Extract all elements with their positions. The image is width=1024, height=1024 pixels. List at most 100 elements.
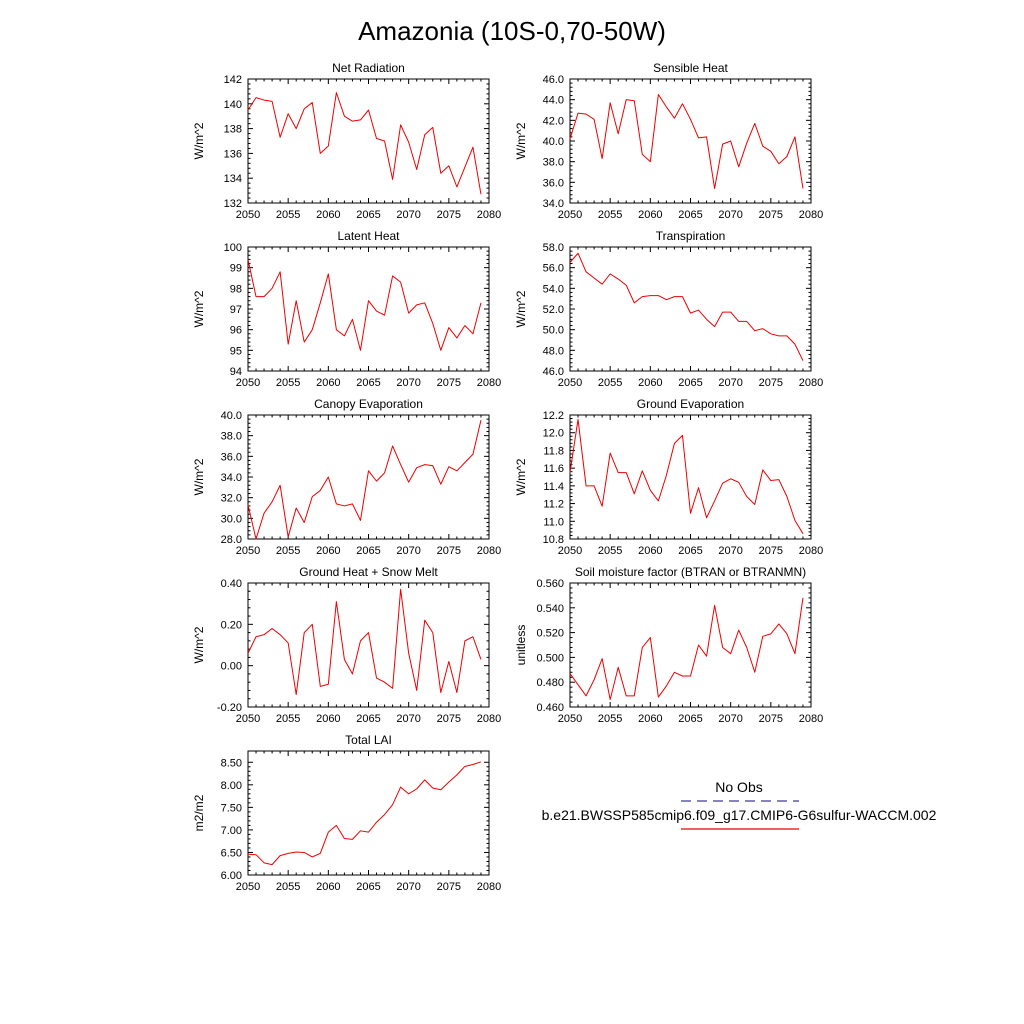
sensible-heat-x-tick-label: 2055 <box>598 209 622 221</box>
canopy-evaporation-panel: 2050 2055 2060 2065 2070 2075 2080 28.0 30.0 32.0… <box>192 397 501 557</box>
ground-evaporation-x-tick-label: 2080 <box>799 545 823 557</box>
total-lai-x-tick-label: 2070 <box>396 881 420 893</box>
soil-moisture-factor-btran-or-btranmn-series-line <box>569 597 804 701</box>
canopy-evaporation-y-tick-label: 28.0 <box>221 534 242 546</box>
sensible-heat-title: Sensible Heat <box>653 61 728 75</box>
canopy-evaporation-plot-frame <box>247 414 490 540</box>
transpiration-x-tick-label: 2075 <box>759 377 783 389</box>
transpiration-y-tick-label: 54.0 <box>543 283 564 295</box>
soil-moisture-factor-btran-or-btranmn-y-tick-label: 0.460 <box>536 702 564 714</box>
ground-evaporation-panel: 2050 2055 2060 2065 2070 2075 2080 10.8 11.0 11.2… <box>514 397 823 557</box>
sensible-heat-x-tick-label: 2050 <box>558 209 582 221</box>
transpiration-x-tick-label: 2050 <box>558 377 582 389</box>
net-radiation-y-tick-label: 142 <box>224 74 242 86</box>
ground-heat-snow-melt-y-tick-label: 0.40 <box>221 578 242 590</box>
net-radiation-panel: 2050 2055 2060 2065 2070 2075 2080 132 134 136 138… <box>192 61 501 221</box>
net-radiation-title: Net Radiation <box>332 61 405 75</box>
transpiration-x-tick-label: 2070 <box>718 377 742 389</box>
net-radiation-y-tick-label: 132 <box>224 198 242 210</box>
ground-heat-snow-melt-x-tick-label: 2065 <box>356 713 380 725</box>
ground-evaporation-y-tick-label: 12.0 <box>543 428 564 440</box>
net-radiation-x-tick-label: 2075 <box>437 209 461 221</box>
transpiration-x-tick-label: 2055 <box>598 377 622 389</box>
legend: No Obs b.e21.BWSSP585cmip6.f09_g17.CMIP6… <box>542 779 937 830</box>
ground-heat-snow-melt-x-tick-label: 2070 <box>396 713 420 725</box>
ground-heat-snow-melt-y-axis-label: W/m^2 <box>192 626 206 663</box>
transpiration-y-tick-label: 58.0 <box>543 242 564 254</box>
soil-moisture-factor-btran-or-btranmn-x-tick-label: 2075 <box>759 713 783 725</box>
page-title: Amazonia (10S-0,70-50W) <box>358 16 666 46</box>
ground-evaporation-title: Ground Evaporation <box>637 397 744 411</box>
transpiration-y-tick-label: 46.0 <box>543 366 564 378</box>
latent-heat-x-tick-label: 2050 <box>236 377 260 389</box>
canopy-evaporation-x-tick-label: 2065 <box>356 545 380 557</box>
ground-heat-snow-melt-x-tick-label: 2060 <box>316 713 340 725</box>
total-lai-y-tick-label: 8.50 <box>221 757 242 769</box>
ground-evaporation-y-tick-label: 11.2 <box>543 499 564 511</box>
canopy-evaporation-x-tick-label: 2060 <box>316 545 340 557</box>
canopy-evaporation-x-tick-label: 2075 <box>437 545 461 557</box>
ground-evaporation-y-tick-label: 11.0 <box>543 516 564 528</box>
total-lai-x-tick-label: 2060 <box>316 881 340 893</box>
sensible-heat-y-tick-label: 34.0 <box>543 198 564 210</box>
transpiration-y-tick-label: 50.0 <box>543 325 564 337</box>
canopy-evaporation-x-tick-label: 2055 <box>276 545 300 557</box>
ground-heat-snow-melt-x-tick-label: 2080 <box>477 713 501 725</box>
latent-heat-y-tick-label: 97 <box>230 304 242 316</box>
transpiration-y-axis-label: W/m^2 <box>514 290 528 327</box>
net-radiation-y-tick-label: 134 <box>224 173 242 185</box>
transpiration-series-line <box>569 252 804 361</box>
canopy-evaporation-y-tick-label: 40.0 <box>221 410 242 422</box>
sensible-heat-y-tick-label: 38.0 <box>543 157 564 169</box>
transpiration-panel: 2050 2055 2060 2065 2070 2075 2080 46.0 48.0 50.0… <box>514 229 823 389</box>
canopy-evaporation-y-tick-label: 38.0 <box>221 431 242 443</box>
ground-heat-snow-melt-plot-frame <box>247 582 490 708</box>
ground-evaporation-x-tick-label: 2050 <box>558 545 582 557</box>
canopy-evaporation-y-tick-label: 34.0 <box>221 472 242 484</box>
sensible-heat-x-tick-label: 2080 <box>799 209 823 221</box>
soil-moisture-factor-btran-or-btranmn-y-axis-label: unitless <box>514 625 528 666</box>
net-radiation-x-tick-label: 2065 <box>356 209 380 221</box>
sensible-heat-x-tick-label: 2075 <box>759 209 783 221</box>
ground-evaporation-x-tick-label: 2065 <box>678 545 702 557</box>
canopy-evaporation-series-line <box>247 420 482 540</box>
latent-heat-x-tick-label: 2075 <box>437 377 461 389</box>
net-radiation-x-tick-label: 2055 <box>276 209 300 221</box>
net-radiation-x-tick-label: 2060 <box>316 209 340 221</box>
canopy-evaporation-x-tick-label: 2080 <box>477 545 501 557</box>
latent-heat-y-tick-label: 96 <box>230 325 242 337</box>
net-radiation-y-tick-label: 138 <box>224 124 242 136</box>
ground-evaporation-series-line <box>569 418 804 534</box>
soil-moisture-factor-btran-or-btranmn-y-tick-label: 0.480 <box>536 677 564 689</box>
soil-moisture-factor-btran-or-btranmn-x-tick-label: 2055 <box>598 713 622 725</box>
latent-heat-x-tick-label: 2060 <box>316 377 340 389</box>
latent-heat-y-tick-label: 99 <box>230 263 242 275</box>
net-radiation-x-tick-label: 2050 <box>236 209 260 221</box>
total-lai-y-tick-label: 8.00 <box>221 780 242 792</box>
total-lai-y-tick-label: 6.50 <box>221 847 242 859</box>
ground-heat-snow-melt-x-tick-label: 2055 <box>276 713 300 725</box>
soil-moisture-factor-btran-or-btranmn-x-tick-label: 2080 <box>799 713 823 725</box>
soil-moisture-factor-btran-or-btranmn-x-tick-label: 2060 <box>638 713 662 725</box>
total-lai-series-line <box>247 761 482 866</box>
soil-moisture-factor-btran-or-btranmn-y-tick-label: 0.520 <box>536 628 564 640</box>
total-lai-x-tick-label: 2055 <box>276 881 300 893</box>
sensible-heat-y-tick-label: 44.0 <box>543 95 564 107</box>
ground-heat-snow-melt-panel: 2050 2055 2060 2065 2070 2075 2080 -0.20 0.00 0.2… <box>192 565 501 725</box>
latent-heat-x-tick-label: 2065 <box>356 377 380 389</box>
total-lai-panel: 2050 2055 2060 2065 2070 2075 2080 6.00 6.50 7.00… <box>192 733 501 893</box>
soil-moisture-factor-btran-or-btranmn-x-tick-label: 2070 <box>718 713 742 725</box>
canopy-evaporation-x-tick-label: 2070 <box>396 545 420 557</box>
transpiration-x-tick-label: 2060 <box>638 377 662 389</box>
sensible-heat-y-tick-label: 36.0 <box>543 177 564 189</box>
ground-evaporation-x-tick-label: 2070 <box>718 545 742 557</box>
total-lai-x-tick-label: 2065 <box>356 881 380 893</box>
sensible-heat-y-tick-label: 46.0 <box>543 74 564 86</box>
soil-moisture-factor-btran-or-btranmn-title: Soil moisture factor (BTRAN or BTRANMN) <box>575 565 806 579</box>
total-lai-y-tick-label: 7.50 <box>221 802 242 814</box>
transpiration-title: Transpiration <box>656 229 726 243</box>
panels-group: 2050 2055 2060 2065 2070 2075 2080 132 134 136 138… <box>192 61 823 893</box>
canopy-evaporation-title: Canopy Evaporation <box>314 397 423 411</box>
soil-moisture-factor-btran-or-btranmn-plot-frame <box>569 582 812 708</box>
